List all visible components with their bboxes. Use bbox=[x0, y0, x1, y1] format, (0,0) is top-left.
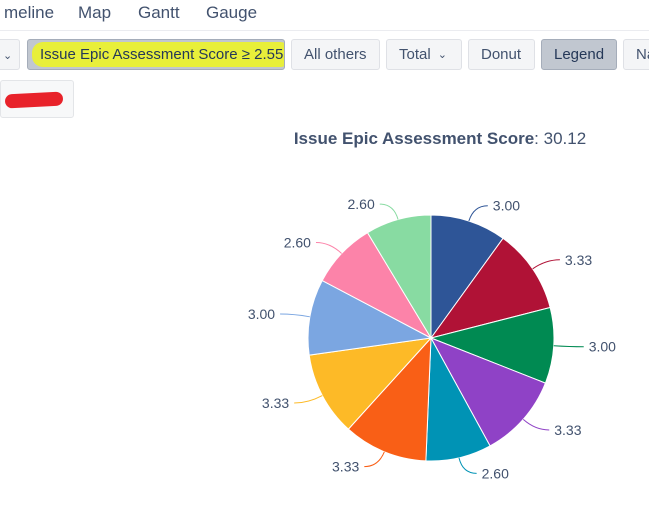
chart-title-label: Issue Epic Assessment Score bbox=[293, 129, 535, 148]
pie-slice[interactable] bbox=[429, 306, 555, 384]
slice-data-label: 3.00 bbox=[248, 306, 275, 322]
chevron-down-icon: ⌄ bbox=[3, 50, 13, 62]
pie-slice[interactable] bbox=[429, 337, 547, 447]
all-others-button[interactable]: All others bbox=[291, 39, 380, 70]
prev-control-button[interactable]: ⌄ bbox=[0, 39, 20, 70]
tab-gauge[interactable]: Gauge bbox=[206, 3, 258, 22]
slice-data-label: 3.33 bbox=[262, 395, 289, 411]
tab-timeline[interactable]: meline bbox=[4, 3, 55, 22]
view-tabs: meline Map Gantt Gauge bbox=[0, 0, 649, 31]
slice-connector bbox=[364, 451, 385, 468]
slice-connector bbox=[280, 313, 310, 318]
slice-data-label: 3.00 bbox=[589, 339, 616, 355]
slice-connector bbox=[532, 259, 560, 270]
slice-connector bbox=[553, 345, 584, 348]
pie-slice[interactable] bbox=[307, 279, 433, 356]
slice-data-label: 3.33 bbox=[554, 422, 581, 438]
chevron-down-icon: ⌄ bbox=[437, 49, 447, 61]
slice-connector bbox=[458, 457, 477, 474]
slice-data-label: 2.60 bbox=[482, 465, 509, 481]
chart-total: 30.12 bbox=[543, 129, 587, 148]
filter-threshold-button[interactable]: Issue Epic Assessment Score ≥ 2.55 bbox=[27, 39, 285, 70]
filter-label: Issue Epic Assessment Score ≥ 2.55 bbox=[34, 44, 284, 65]
pie-slice[interactable] bbox=[430, 214, 504, 340]
slice-data-label: 3.33 bbox=[332, 459, 359, 475]
slice-data-label: 3.00 bbox=[493, 198, 520, 214]
pie-slice[interactable] bbox=[429, 237, 551, 339]
tabs-divider bbox=[0, 30, 649, 31]
total-label: Total bbox=[399, 46, 431, 63]
donut-toggle-button[interactable]: Donut bbox=[468, 39, 535, 70]
tab-map[interactable]: Map bbox=[78, 3, 112, 22]
slice-connector bbox=[315, 242, 342, 254]
slice-connector bbox=[522, 418, 550, 431]
chart-title: Issue Epic Assessment Score: 30.12 bbox=[293, 129, 587, 148]
legend-toggle-button[interactable]: Legend bbox=[541, 39, 617, 70]
slice-connector bbox=[379, 203, 399, 220]
user-chip[interactable] bbox=[0, 80, 74, 118]
slice-data-label: 2.60 bbox=[348, 196, 375, 212]
next-toolbar-button[interactable]: Na bbox=[623, 39, 649, 70]
total-dropdown[interactable]: Total ⌄ bbox=[386, 39, 462, 70]
slice-connector bbox=[294, 395, 323, 404]
slice-data-label: 2.60 bbox=[284, 235, 311, 251]
slice-data-label: 3.33 bbox=[565, 252, 592, 268]
tab-gantt[interactable]: Gantt bbox=[138, 3, 180, 22]
slice-connector bbox=[468, 205, 488, 222]
